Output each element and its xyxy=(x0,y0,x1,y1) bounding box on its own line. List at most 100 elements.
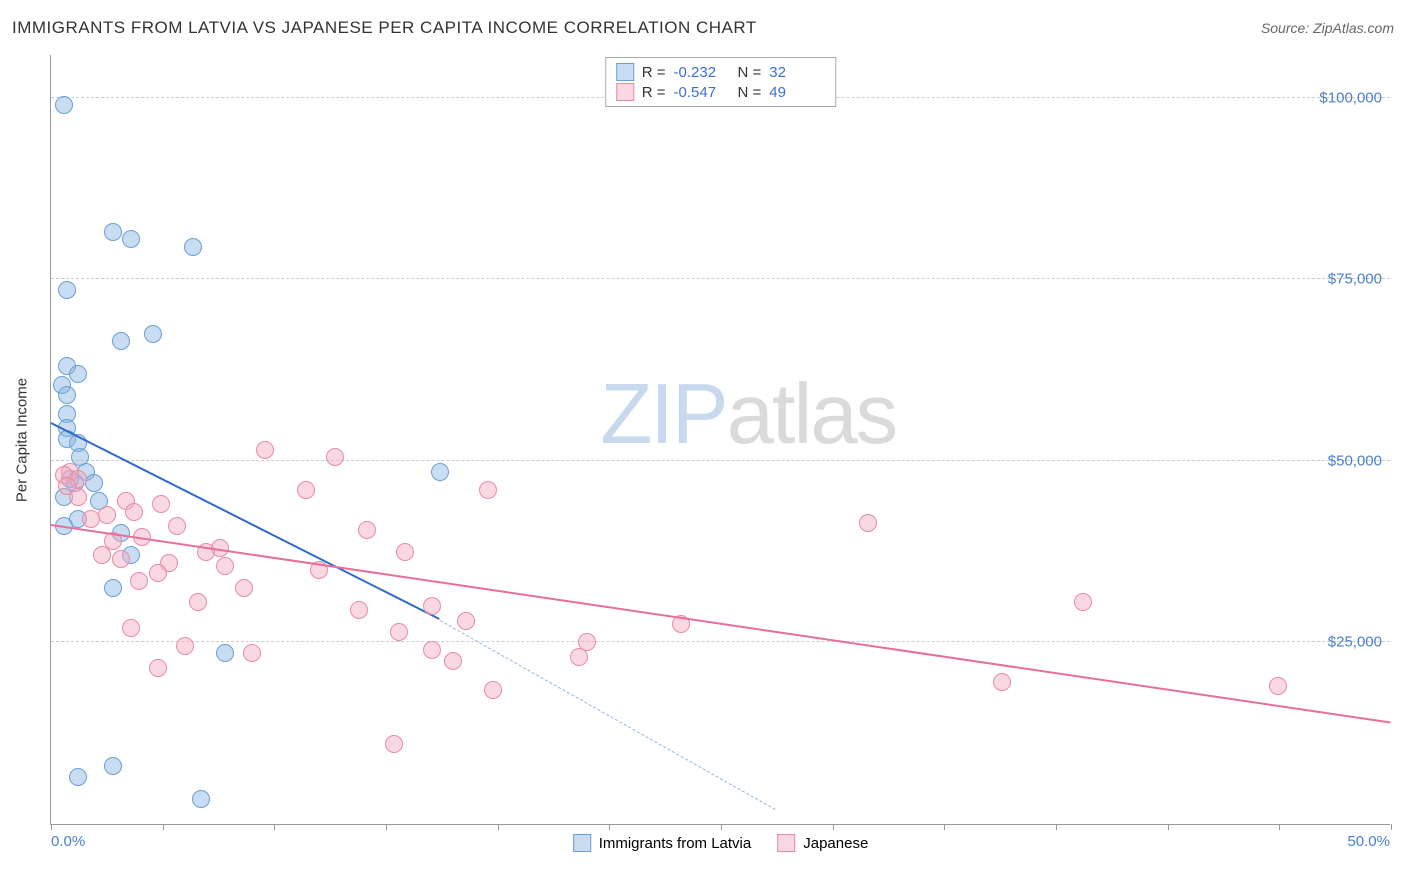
data-point-japanese xyxy=(98,506,116,524)
legend-label: Japanese xyxy=(803,835,868,852)
x-tick-label-max: 50.0% xyxy=(1347,833,1390,850)
n-label: N = xyxy=(738,64,762,81)
data-point-japanese xyxy=(396,543,414,561)
data-point-japanese xyxy=(69,488,87,506)
data-point-japanese xyxy=(326,448,344,466)
data-point-japanese xyxy=(457,612,475,630)
x-tick xyxy=(163,824,164,830)
data-point-japanese xyxy=(444,652,462,670)
data-point-japanese xyxy=(484,681,502,699)
y-tick-label: $100,000 xyxy=(1319,89,1382,106)
r-label: R = xyxy=(642,84,666,101)
data-point-japanese xyxy=(93,546,111,564)
correlation-row-latvia: R = -0.232 N = 32 xyxy=(616,62,826,82)
data-point-latvia xyxy=(104,223,122,241)
regression-line xyxy=(51,524,1391,724)
data-point-latvia xyxy=(69,365,87,383)
data-point-japanese xyxy=(189,593,207,611)
data-point-japanese xyxy=(112,550,130,568)
data-point-japanese xyxy=(358,521,376,539)
regression-line-dashed xyxy=(439,620,774,810)
data-point-japanese xyxy=(385,735,403,753)
legend-item-latvia: Immigrants from Latvia xyxy=(573,834,752,852)
y-tick-label: $25,000 xyxy=(1328,634,1382,651)
legend-swatch xyxy=(616,83,634,101)
grid-line xyxy=(51,460,1390,461)
legend-label: Immigrants from Latvia xyxy=(599,835,752,852)
data-point-japanese xyxy=(423,597,441,615)
x-tick xyxy=(498,824,499,830)
data-point-japanese xyxy=(152,495,170,513)
grid-line xyxy=(51,278,1390,279)
data-point-japanese xyxy=(1269,677,1287,695)
x-tick-label-min: 0.0% xyxy=(51,833,85,850)
x-tick xyxy=(1056,824,1057,830)
data-point-latvia xyxy=(58,281,76,299)
data-point-japanese xyxy=(168,517,186,535)
data-point-latvia xyxy=(216,644,234,662)
y-axis-label: Per Capita Income xyxy=(14,378,31,502)
data-point-japanese xyxy=(125,503,143,521)
data-point-latvia xyxy=(184,238,202,256)
data-point-japanese xyxy=(297,481,315,499)
chart-source: Source: ZipAtlas.com xyxy=(1261,20,1394,36)
x-tick xyxy=(386,824,387,830)
data-point-japanese xyxy=(256,441,274,459)
data-point-latvia xyxy=(112,332,130,350)
data-point-latvia xyxy=(104,579,122,597)
x-tick xyxy=(1391,824,1392,830)
data-point-japanese xyxy=(570,648,588,666)
scatter-plot: $25,000$50,000$75,000$100,0000.0%50.0%ZI… xyxy=(50,55,1390,825)
correlation-legend: R = -0.232 N = 32 R = -0.547 N = 49 xyxy=(605,57,837,107)
data-point-japanese xyxy=(350,601,368,619)
r-value: -0.547 xyxy=(674,84,730,101)
data-point-latvia xyxy=(69,768,87,786)
x-tick xyxy=(833,824,834,830)
n-value: 49 xyxy=(769,84,825,101)
data-point-japanese xyxy=(176,637,194,655)
grid-line xyxy=(51,641,1390,642)
data-point-latvia xyxy=(104,757,122,775)
data-point-latvia xyxy=(58,386,76,404)
watermark: ZIPatlas xyxy=(600,366,896,464)
legend-swatch xyxy=(616,63,634,81)
legend-swatch xyxy=(573,834,591,852)
source-prefix: Source: xyxy=(1261,20,1313,36)
data-point-latvia xyxy=(192,790,210,808)
correlation-row-japanese: R = -0.547 N = 49 xyxy=(616,82,826,102)
data-point-japanese xyxy=(235,579,253,597)
data-point-latvia xyxy=(431,463,449,481)
x-tick xyxy=(1168,824,1169,830)
data-point-japanese xyxy=(479,481,497,499)
data-point-japanese xyxy=(243,644,261,662)
chart-header: IMMIGRANTS FROM LATVIA VS JAPANESE PER C… xyxy=(12,18,1394,38)
series-legend: Immigrants from Latvia Japanese xyxy=(573,834,869,852)
data-point-latvia xyxy=(85,474,103,492)
data-point-japanese xyxy=(122,619,140,637)
x-tick xyxy=(51,824,52,830)
data-point-japanese xyxy=(149,659,167,677)
n-value: 32 xyxy=(769,64,825,81)
data-point-japanese xyxy=(1074,593,1092,611)
x-tick xyxy=(721,824,722,830)
data-point-japanese xyxy=(390,623,408,641)
source-name: ZipAtlas.com xyxy=(1313,20,1394,36)
data-point-japanese xyxy=(149,564,167,582)
r-label: R = xyxy=(642,64,666,81)
data-point-japanese xyxy=(130,572,148,590)
data-point-japanese xyxy=(216,557,234,575)
x-tick xyxy=(609,824,610,830)
x-tick xyxy=(1279,824,1280,830)
x-tick xyxy=(944,824,945,830)
chart-title: IMMIGRANTS FROM LATVIA VS JAPANESE PER C… xyxy=(12,18,757,38)
data-point-japanese xyxy=(859,514,877,532)
data-point-latvia xyxy=(122,230,140,248)
data-point-japanese xyxy=(993,673,1011,691)
x-tick xyxy=(274,824,275,830)
legend-swatch xyxy=(777,834,795,852)
r-value: -0.232 xyxy=(674,64,730,81)
y-tick-label: $50,000 xyxy=(1328,452,1382,469)
n-label: N = xyxy=(738,84,762,101)
data-point-latvia xyxy=(55,96,73,114)
data-point-latvia xyxy=(144,325,162,343)
